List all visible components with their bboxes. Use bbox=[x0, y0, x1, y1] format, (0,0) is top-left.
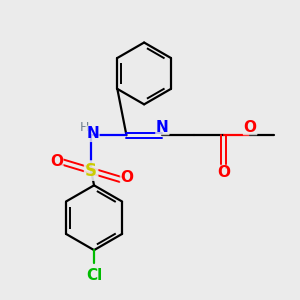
Text: Cl: Cl bbox=[86, 268, 102, 283]
Text: O: O bbox=[50, 154, 63, 169]
Text: S: S bbox=[85, 162, 97, 180]
Text: N: N bbox=[86, 126, 99, 141]
Text: O: O bbox=[217, 166, 230, 181]
Text: O: O bbox=[244, 119, 256, 134]
Text: H: H bbox=[80, 121, 89, 134]
Text: N: N bbox=[156, 119, 169, 134]
Text: O: O bbox=[121, 170, 134, 185]
